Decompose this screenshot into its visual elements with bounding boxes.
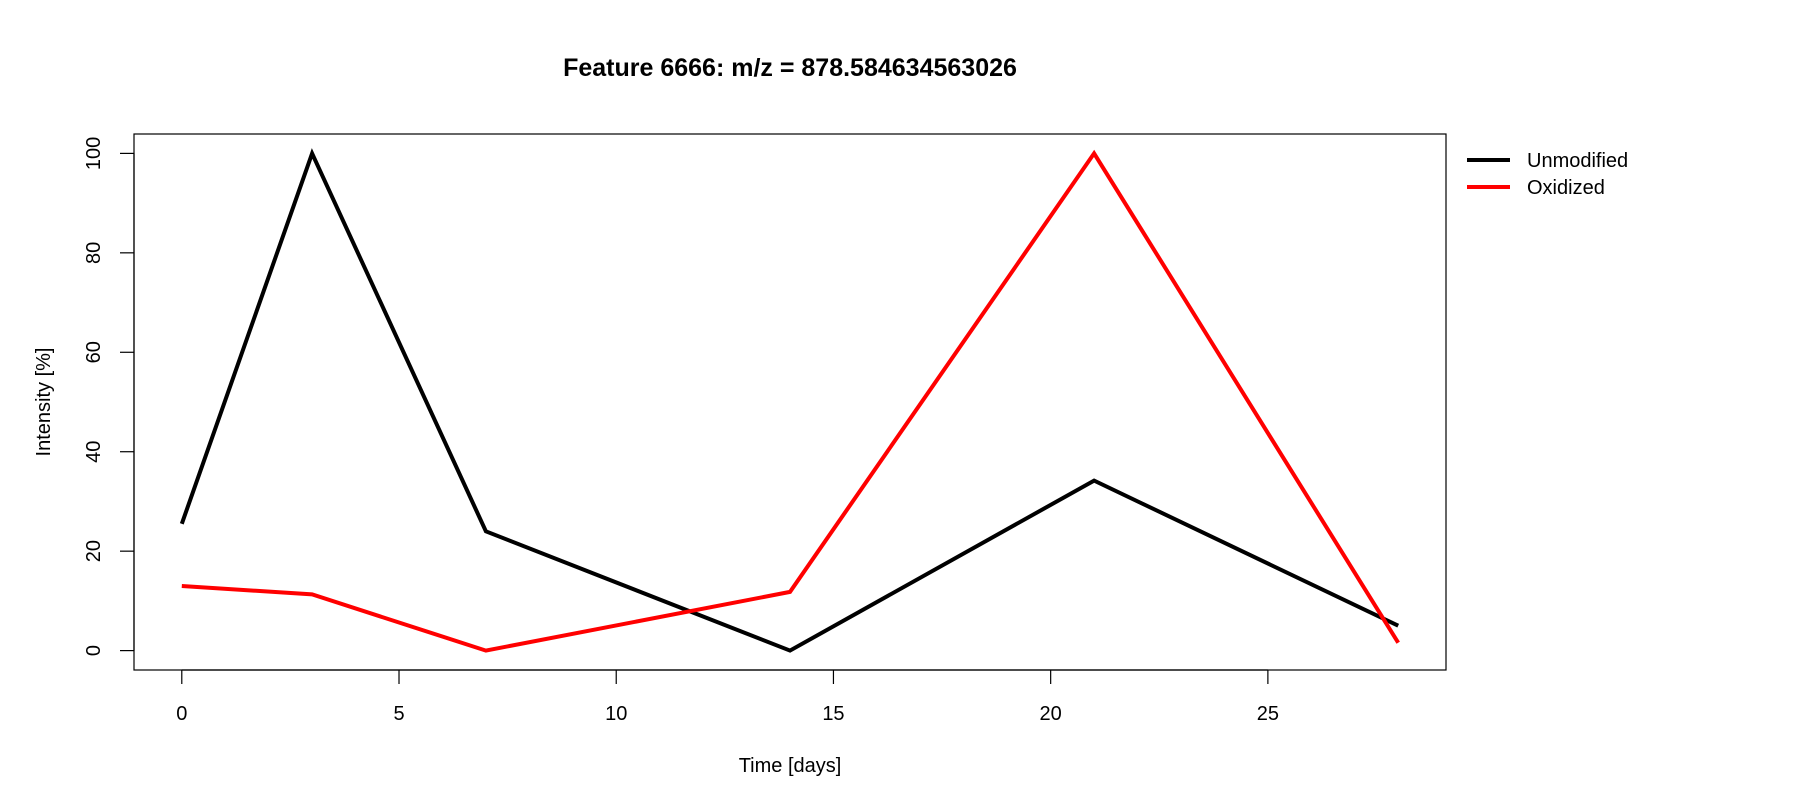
x-tick-label: 25 [1257,703,1279,725]
y-tick-label: 60 [83,341,105,363]
legend-label-oxidized: Oxidized [1527,177,1605,199]
y-axis: 0 20 40 60 80 100 [83,137,135,656]
series-line-unmodified [179,148,1400,653]
x-axis: 0 5 10 15 20 25 [176,669,1279,725]
x-tick-label: 10 [605,703,627,725]
y-tick-label: 40 [83,441,105,463]
y-tick-label: 100 [83,137,105,170]
chart-title: Feature 6666: m/z = 878.584634563026 [563,54,1017,82]
x-tick-label: 20 [1040,703,1062,725]
y-tick-label: 0 [83,645,105,656]
x-tick-label: 5 [393,703,404,725]
series-layer [179,148,1400,653]
x-tick-label: 15 [822,703,844,725]
legend: Unmodified Oxidized [1467,150,1628,199]
x-tick-label: 0 [176,703,187,725]
y-tick-label: 20 [83,540,105,562]
x-axis-title: Time [days] [739,755,842,777]
y-tick-label: 80 [83,242,105,264]
series-line-oxidized [181,149,1400,653]
y-axis-title: Intensity [%] [33,348,55,457]
legend-label-unmodified: Unmodified [1527,150,1628,172]
